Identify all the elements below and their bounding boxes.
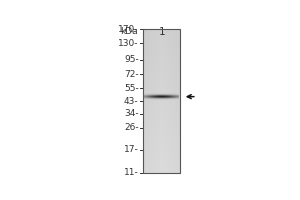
Text: 11-: 11- [124, 168, 139, 177]
Text: 55-: 55- [124, 84, 139, 93]
Bar [143, 29, 181, 173]
Text: 130-: 130- [118, 39, 139, 48]
Text: 95-: 95- [124, 55, 139, 64]
Text: 1: 1 [159, 27, 165, 37]
Text: 26-: 26- [124, 123, 139, 132]
Text: 43-: 43- [124, 97, 139, 106]
Text: 17-: 17- [124, 145, 139, 154]
Text: 34-: 34- [124, 109, 139, 118]
Text: 170-: 170- [118, 25, 139, 34]
Text: 72-: 72- [124, 70, 139, 79]
Text: kDa: kDa [120, 27, 137, 36]
